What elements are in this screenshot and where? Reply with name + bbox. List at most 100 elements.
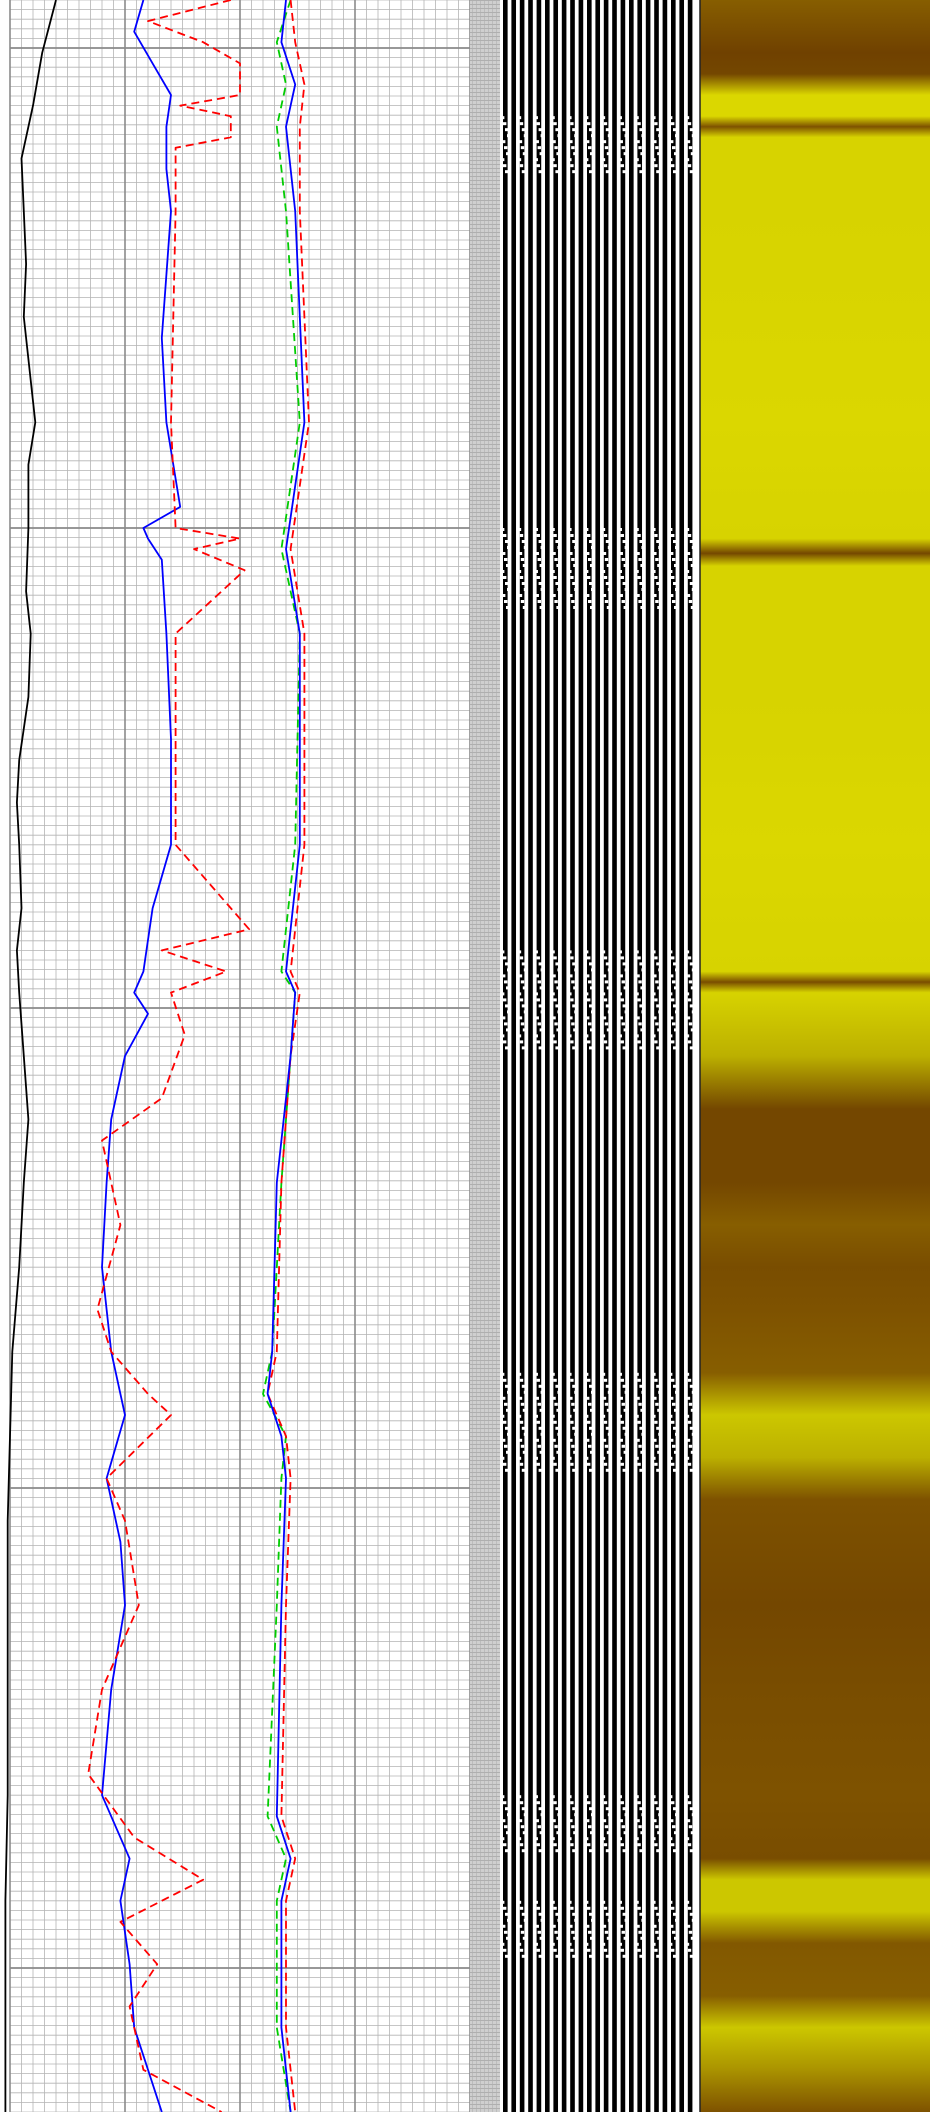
binary-break [636,1819,640,1823]
binary-break [585,116,589,120]
binary-break [675,1432,679,1436]
binary-break [535,1438,539,1442]
binary-break [536,956,540,960]
binary-break [590,606,594,609]
binary-break [669,1414,673,1418]
binary-break [685,950,690,954]
binary-break [619,594,623,597]
binary-break [521,582,526,585]
binary-break [506,1450,510,1454]
binary-break [519,1801,524,1805]
binary-break [517,1795,522,1799]
binary-break [623,606,627,609]
binary-break [571,980,575,984]
binary-break [587,1462,591,1466]
binary-break [521,1468,526,1472]
binary-break [655,1825,659,1829]
binary-break [521,1954,526,1958]
binary-break [620,122,624,126]
binary-break [502,1438,506,1442]
binary-break [652,992,656,996]
binary-break [655,1930,659,1934]
binary-break [691,1432,696,1436]
binary-break [553,1462,557,1466]
binary-break [505,1384,509,1388]
binary-break [657,1450,661,1454]
binary-break [504,558,508,561]
binary-stripe [561,0,567,2112]
binary-break [589,1849,593,1853]
binary-break [536,164,540,168]
binary-break [534,158,538,162]
binary-break [522,1028,527,1032]
binary-break [591,1813,595,1817]
binary-break [635,116,639,120]
binary-break [601,1942,606,1946]
binary-break [675,1010,679,1014]
binary-break [519,1462,524,1466]
binary-break [620,998,624,1002]
binary-break [673,1004,677,1008]
binary-break [602,594,607,597]
binary-break [501,1795,505,1799]
binary-break [655,1022,659,1026]
binary-break [520,600,525,603]
binary-break [555,1912,559,1916]
binary-break [517,1456,522,1460]
binary-break [587,1906,591,1910]
binary-break [689,1384,694,1388]
binary-break [590,564,594,567]
binary-break [591,588,595,591]
binary-break [654,1843,658,1847]
binary-break [585,992,589,996]
depth-scale-bar [470,0,500,2112]
binary-break [622,1807,626,1811]
binary-break [607,1813,612,1817]
binary-break [673,962,677,966]
binary-break [503,1948,507,1952]
binary-break [553,576,557,579]
binary-break [555,540,559,543]
binary-break [656,962,660,966]
binary-break [505,1004,509,1008]
binary-break [685,1900,690,1904]
binary-break [603,1462,608,1466]
binary-break [535,140,539,144]
binary-break [523,1390,528,1394]
binary-break [551,1795,555,1799]
binary-break [637,1906,641,1910]
binary-break [601,1900,606,1904]
binary-break [624,546,628,549]
binary-break [501,1456,505,1460]
binary-break [552,1924,556,1928]
binary-break [556,1408,560,1412]
binary-break [555,1384,559,1388]
binary-break [669,528,673,531]
binary-break [674,152,678,156]
binary-break [555,128,559,132]
binary-break [604,1402,609,1406]
binary-break [691,1010,696,1014]
binary-break [655,1444,659,1448]
binary-break [639,1004,643,1008]
binary-break [602,552,607,555]
binary-break [658,588,662,591]
binary-break [590,986,594,990]
binary-break [536,1420,540,1424]
binary-break [637,534,641,537]
binary-break [555,1046,559,1050]
binary-break [641,1432,645,1436]
binary-break [640,1028,644,1032]
binary-break [521,1849,526,1853]
binary-break [507,1010,511,1014]
binary-break [674,1936,678,1940]
binary-break [687,1948,692,1952]
binary-break [640,1450,644,1454]
binary-break [603,122,608,126]
binary-break [620,1462,624,1466]
binary-break [555,962,559,966]
binary-break [535,552,539,555]
binary-break [603,1843,608,1847]
binary-break [505,1807,509,1811]
binary-break [556,1028,560,1032]
